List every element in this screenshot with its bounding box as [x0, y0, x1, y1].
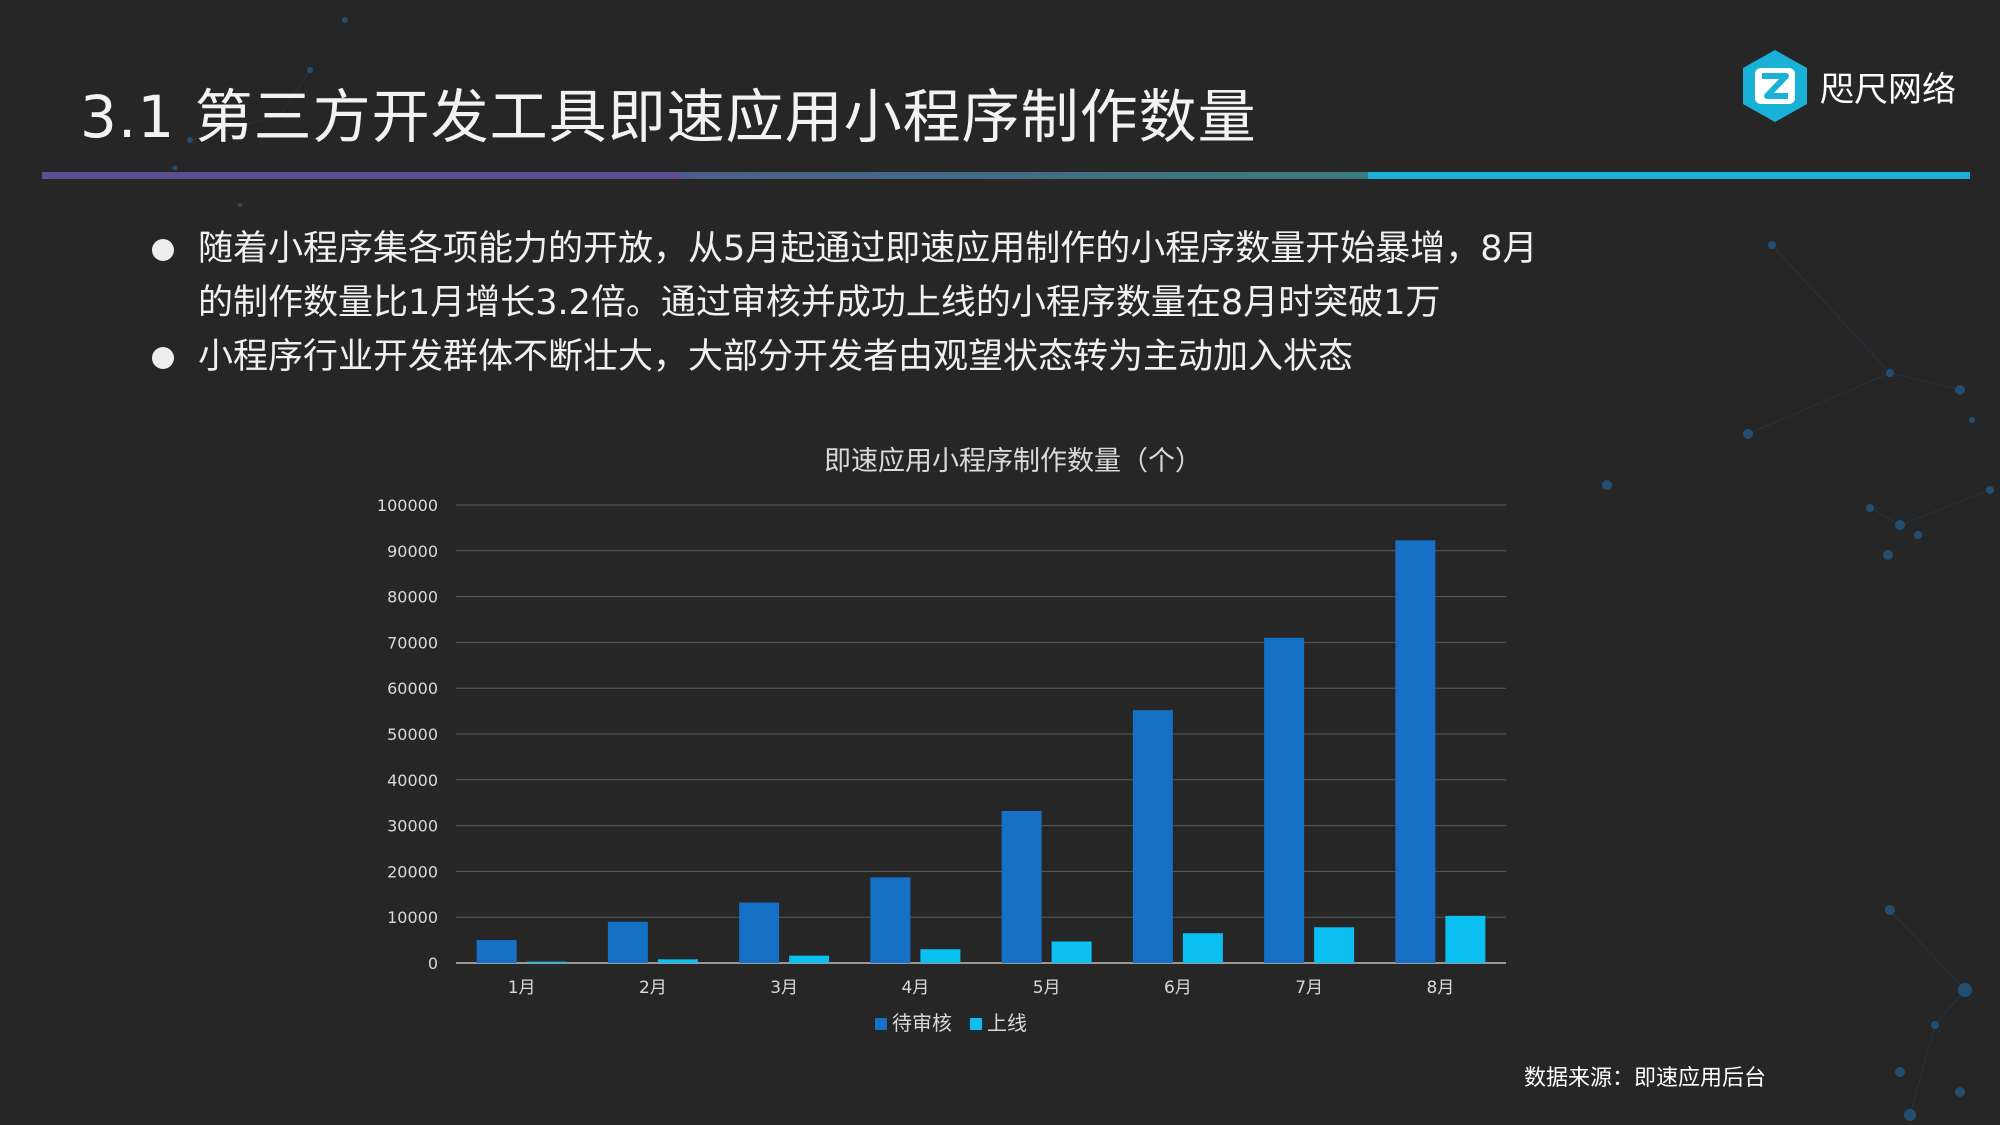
data-source-note: 数据来源：即速应用后台 — [1524, 1066, 1767, 1091]
bar-online-6 — [1182, 933, 1223, 963]
y-tick-label: 10000 — [387, 908, 438, 927]
bullet-dot — [152, 347, 174, 369]
legend-swatch-1 — [875, 1018, 887, 1030]
bar-pending-4 — [870, 877, 911, 963]
bullet-1-line-2: 的制作数量比1月增长3.2倍。通过审核并成功上线的小程序数量在8月时突破1万 — [198, 283, 1441, 323]
bullet-1-line-1: 随着小程序集各项能力的开放，从5月起通过即速应用制作的小程序数量开始暴增，8月 — [198, 229, 1538, 269]
bullet-list: 随着小程序集各项能力的开放，从5月起通过即速应用制作的小程序数量开始暴增，8月 … — [150, 222, 1690, 384]
x-tick-label: 6月 — [1164, 978, 1192, 998]
title-underline — [42, 172, 1970, 179]
x-tick-label: 5月 — [1033, 978, 1061, 998]
bar-pending-6 — [1132, 710, 1173, 963]
logo-text: 咫尺网络 — [1820, 69, 1956, 110]
bar-pending-3 — [739, 902, 780, 963]
x-tick-label: 3月 — [770, 978, 798, 998]
title-underline-cyan — [1368, 172, 1970, 179]
bar-pending-2 — [607, 921, 648, 963]
slide-title: 3.1 第三方开发工具即速应用小程序制作数量 — [80, 83, 1257, 151]
x-tick-label: 8月 — [1426, 978, 1454, 998]
bar-pending-1 — [476, 940, 517, 963]
bar-online-2 — [657, 959, 698, 963]
hexagon-z-logo-icon — [1743, 50, 1807, 122]
company-logo: 咫尺网络 — [1740, 48, 1956, 124]
bar-online-4 — [920, 949, 961, 963]
bar-pending-7 — [1264, 637, 1305, 963]
y-tick-label: 100000 — [377, 496, 438, 515]
bar-online-8 — [1445, 915, 1486, 963]
bullet-2-line-1: 小程序行业开发群体不断壮大，大部分开发者由观望状态转为主动加入状态 — [198, 337, 1354, 377]
bullet-item-1: 随着小程序集各项能力的开放，从5月起通过即速应用制作的小程序数量开始暴增，8月 … — [150, 222, 1690, 330]
y-tick-label: 40000 — [387, 771, 438, 790]
bar-online-5 — [1051, 941, 1092, 963]
y-tick-label: 20000 — [387, 862, 438, 881]
y-tick-label: 50000 — [387, 725, 438, 744]
bullet-dot — [152, 239, 174, 261]
bar-online-3 — [789, 955, 830, 963]
x-tick-label: 4月 — [901, 978, 929, 998]
legend-swatch-2 — [970, 1018, 982, 1030]
x-tick-label: 7月 — [1295, 978, 1323, 998]
bullet-item-2: 小程序行业开发群体不断壮大，大部分开发者由观望状态转为主动加入状态 — [150, 330, 1690, 384]
legend-label-1: 待审核 — [892, 1011, 952, 1035]
bar-online-1 — [526, 961, 567, 963]
bar-pending-5 — [1001, 810, 1042, 963]
title-underline-teal — [682, 172, 1368, 179]
bar-pending-8 — [1395, 540, 1436, 963]
bar-online-7 — [1314, 927, 1355, 963]
y-tick-label: 30000 — [387, 817, 438, 836]
x-tick-label: 2月 — [639, 978, 667, 998]
y-tick-label: 60000 — [387, 679, 438, 698]
chart-title: 即速应用小程序制作数量（个） — [824, 446, 1202, 477]
y-tick-label: 80000 — [387, 588, 438, 607]
x-tick-label: 1月 — [508, 978, 536, 998]
title-underline-purple — [42, 172, 682, 179]
y-tick-label: 90000 — [387, 542, 438, 561]
y-tick-label: 70000 — [387, 633, 438, 652]
legend-label-2: 上线 — [987, 1011, 1027, 1035]
y-tick-label: 0 — [428, 954, 438, 973]
